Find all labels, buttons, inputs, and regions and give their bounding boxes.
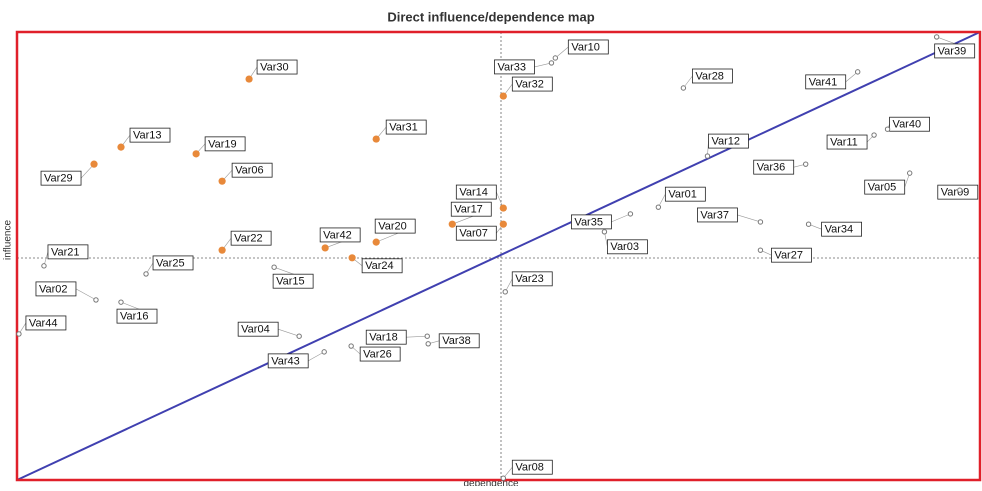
point [958, 188, 962, 192]
point [500, 221, 507, 228]
point-label: Var41 [809, 76, 838, 88]
point [272, 265, 276, 269]
point [758, 248, 762, 252]
point-label: Var35 [574, 216, 603, 228]
point [705, 154, 709, 158]
point [94, 298, 98, 302]
y-axis-label: influence [3, 220, 14, 260]
point [193, 150, 200, 157]
point [501, 476, 505, 480]
point [806, 222, 810, 226]
point-label: Var05 [868, 182, 897, 194]
point [349, 344, 353, 348]
point-label: Var24 [365, 260, 394, 272]
point-label: Var39 [938, 45, 967, 57]
point-label: Var22 [234, 233, 263, 245]
point-label: Var19 [208, 138, 237, 150]
point [373, 135, 380, 142]
point-label: Var29 [44, 173, 73, 185]
point [855, 70, 859, 74]
point [17, 332, 21, 336]
point [219, 247, 226, 254]
point-label: Var44 [29, 317, 58, 329]
point [656, 205, 660, 209]
point [90, 161, 97, 168]
point-label: Var23 [515, 273, 544, 285]
point-label: Var43 [271, 355, 300, 367]
point-label: Var32 [515, 78, 544, 90]
point [885, 127, 889, 131]
point [500, 92, 507, 99]
point-label: Var40 [893, 119, 922, 131]
point [934, 35, 938, 39]
chart-title: Direct influence/dependence map [387, 9, 594, 24]
leader-line [737, 215, 760, 222]
point-label: Var09 [941, 187, 970, 199]
point [117, 144, 124, 151]
point [758, 220, 762, 224]
point [322, 244, 329, 251]
point-label: Var08 [515, 462, 544, 474]
leader-line [308, 352, 324, 361]
point [219, 178, 226, 185]
point [144, 272, 148, 276]
point-label: Var04 [241, 324, 270, 336]
point-label: Var07 [459, 228, 488, 240]
point-label: Var11 [830, 136, 858, 148]
leader-line [76, 289, 96, 300]
point-label: Var25 [156, 257, 185, 269]
point-label: Var27 [774, 250, 803, 262]
point-label: Var18 [369, 332, 398, 344]
point-label: Var37 [700, 209, 729, 221]
point [602, 230, 606, 234]
point-label: Var26 [363, 348, 392, 360]
point [500, 204, 507, 211]
point-label: Var13 [133, 130, 162, 142]
point-label: Var21 [51, 246, 80, 258]
point-label: Var12 [711, 136, 740, 148]
point-label: Var02 [39, 283, 68, 295]
point [119, 300, 123, 304]
point-label: Var34 [825, 224, 854, 236]
point [426, 342, 430, 346]
point [349, 254, 356, 261]
point [681, 86, 685, 90]
point-label: Var20 [378, 221, 407, 233]
point [872, 133, 876, 137]
leader-line [406, 336, 427, 337]
point [373, 239, 380, 246]
point-label: Var30 [260, 61, 289, 73]
point [297, 334, 301, 338]
point-label: Var38 [442, 335, 471, 347]
point-label: Var10 [571, 41, 600, 53]
point-label: Var42 [323, 229, 352, 241]
point-label: Var01 [668, 189, 697, 201]
point-label: Var36 [757, 162, 786, 174]
point [322, 350, 326, 354]
point-label: Var16 [120, 311, 149, 323]
point [245, 75, 252, 82]
leader-line [278, 329, 299, 336]
point-label: Var03 [610, 241, 639, 253]
point [503, 290, 507, 294]
point [803, 162, 807, 166]
point-label: Var15 [276, 276, 305, 288]
point [425, 334, 429, 338]
chart: Direct influence/dependence map influenc… [0, 0, 982, 486]
point-label: Var28 [695, 70, 724, 82]
point [553, 56, 557, 60]
point-label: Var14 [459, 186, 488, 198]
point-label: Var06 [235, 165, 264, 177]
point [42, 264, 46, 268]
point-label: Var33 [497, 61, 526, 73]
point [628, 212, 632, 216]
point [449, 221, 456, 228]
point [908, 171, 912, 175]
point-label: Var31 [389, 121, 418, 133]
point-label: Var17 [454, 204, 483, 216]
leader-line [611, 214, 630, 222]
point [549, 61, 553, 65]
